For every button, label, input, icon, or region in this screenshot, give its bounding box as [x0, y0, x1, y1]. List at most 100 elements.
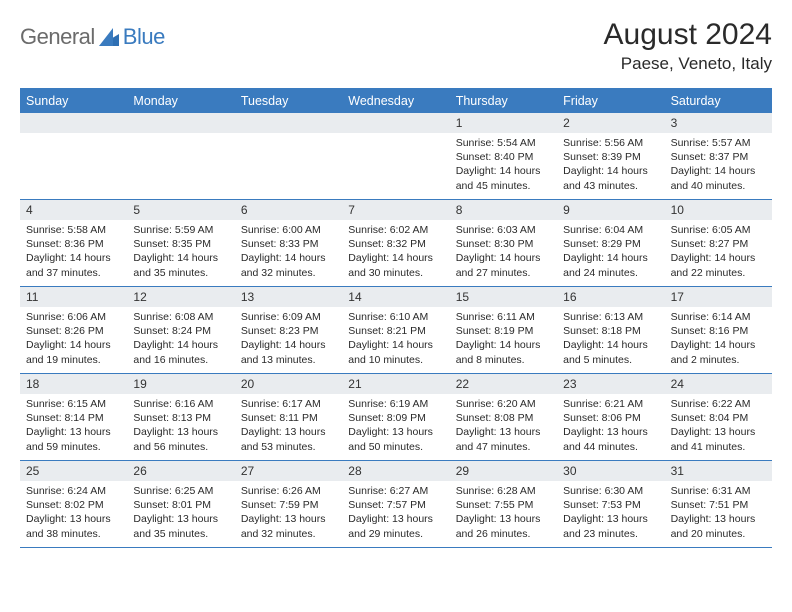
sunset-text: Sunset: 8:08 PM: [456, 411, 551, 425]
day-body: Sunrise: 6:06 AMSunset: 8:26 PMDaylight:…: [20, 307, 127, 373]
sunrise-text: Sunrise: 6:30 AM: [563, 484, 658, 498]
sunrise-text: Sunrise: 5:59 AM: [133, 223, 228, 237]
day-number: 26: [127, 461, 234, 481]
day-number: [342, 113, 449, 133]
day-body: Sunrise: 6:13 AMSunset: 8:18 PMDaylight:…: [557, 307, 664, 373]
day-number: 25: [20, 461, 127, 481]
sunrise-text: Sunrise: 6:09 AM: [241, 310, 336, 324]
day-body: Sunrise: 6:22 AMSunset: 8:04 PMDaylight:…: [665, 394, 772, 460]
sunrise-text: Sunrise: 5:54 AM: [456, 136, 551, 150]
day-body: Sunrise: 6:26 AMSunset: 7:59 PMDaylight:…: [235, 481, 342, 547]
day-header-sunday: Sunday: [20, 90, 127, 113]
location: Paese, Veneto, Italy: [604, 54, 772, 74]
day-number: 18: [20, 374, 127, 394]
day-body: Sunrise: 6:02 AMSunset: 8:32 PMDaylight:…: [342, 220, 449, 286]
sunrise-text: Sunrise: 6:26 AM: [241, 484, 336, 498]
logo: General Blue: [20, 24, 165, 50]
sunrise-text: Sunrise: 6:06 AM: [26, 310, 121, 324]
sunset-text: Sunset: 8:40 PM: [456, 150, 551, 164]
sunset-text: Sunset: 8:24 PM: [133, 324, 228, 338]
daylight-text: Daylight: 14 hours and 35 minutes.: [133, 251, 228, 279]
weeks-container: 1Sunrise: 5:54 AMSunset: 8:40 PMDaylight…: [20, 113, 772, 548]
daylight-text: Daylight: 13 hours and 35 minutes.: [133, 512, 228, 540]
day-number: 19: [127, 374, 234, 394]
day-body: Sunrise: 6:14 AMSunset: 8:16 PMDaylight:…: [665, 307, 772, 373]
day-body: [342, 133, 449, 142]
logo-text-general: General: [20, 24, 95, 50]
day-number: 8: [450, 200, 557, 220]
daylight-text: Daylight: 13 hours and 56 minutes.: [133, 425, 228, 453]
day-body: Sunrise: 6:21 AMSunset: 8:06 PMDaylight:…: [557, 394, 664, 460]
sunrise-text: Sunrise: 6:22 AM: [671, 397, 766, 411]
sunset-text: Sunset: 8:30 PM: [456, 237, 551, 251]
day-cell: 19Sunrise: 6:16 AMSunset: 8:13 PMDayligh…: [127, 374, 234, 460]
day-number: 27: [235, 461, 342, 481]
sunset-text: Sunset: 8:11 PM: [241, 411, 336, 425]
day-cell: 1Sunrise: 5:54 AMSunset: 8:40 PMDaylight…: [450, 113, 557, 199]
day-cell: 13Sunrise: 6:09 AMSunset: 8:23 PMDayligh…: [235, 287, 342, 373]
daylight-text: Daylight: 13 hours and 32 minutes.: [241, 512, 336, 540]
sunrise-text: Sunrise: 6:02 AM: [348, 223, 443, 237]
sunset-text: Sunset: 8:19 PM: [456, 324, 551, 338]
sunrise-text: Sunrise: 5:57 AM: [671, 136, 766, 150]
sunrise-text: Sunrise: 5:58 AM: [26, 223, 121, 237]
day-header-monday: Monday: [127, 90, 234, 113]
sunrise-text: Sunrise: 6:20 AM: [456, 397, 551, 411]
logo-text-blue: Blue: [123, 24, 165, 50]
sunrise-text: Sunrise: 6:31 AM: [671, 484, 766, 498]
sunset-text: Sunset: 7:57 PM: [348, 498, 443, 512]
sunrise-text: Sunrise: 6:17 AM: [241, 397, 336, 411]
month-title: August 2024: [604, 18, 772, 52]
daylight-text: Daylight: 13 hours and 26 minutes.: [456, 512, 551, 540]
day-cell: 18Sunrise: 6:15 AMSunset: 8:14 PMDayligh…: [20, 374, 127, 460]
day-cell: 31Sunrise: 6:31 AMSunset: 7:51 PMDayligh…: [665, 461, 772, 547]
daylight-text: Daylight: 13 hours and 44 minutes.: [563, 425, 658, 453]
day-body: Sunrise: 6:19 AMSunset: 8:09 PMDaylight:…: [342, 394, 449, 460]
day-cell: 5Sunrise: 5:59 AMSunset: 8:35 PMDaylight…: [127, 200, 234, 286]
sunrise-text: Sunrise: 6:15 AM: [26, 397, 121, 411]
day-cell: 10Sunrise: 6:05 AMSunset: 8:27 PMDayligh…: [665, 200, 772, 286]
day-cell: 22Sunrise: 6:20 AMSunset: 8:08 PMDayligh…: [450, 374, 557, 460]
day-body: Sunrise: 6:04 AMSunset: 8:29 PMDaylight:…: [557, 220, 664, 286]
day-body: Sunrise: 6:28 AMSunset: 7:55 PMDaylight:…: [450, 481, 557, 547]
sunset-text: Sunset: 8:36 PM: [26, 237, 121, 251]
daylight-text: Daylight: 14 hours and 16 minutes.: [133, 338, 228, 366]
sunrise-text: Sunrise: 6:19 AM: [348, 397, 443, 411]
day-number: 11: [20, 287, 127, 307]
sunset-text: Sunset: 8:18 PM: [563, 324, 658, 338]
daylight-text: Daylight: 14 hours and 32 minutes.: [241, 251, 336, 279]
week-row: 11Sunrise: 6:06 AMSunset: 8:26 PMDayligh…: [20, 287, 772, 374]
day-body: Sunrise: 6:17 AMSunset: 8:11 PMDaylight:…: [235, 394, 342, 460]
daylight-text: Daylight: 13 hours and 50 minutes.: [348, 425, 443, 453]
day-number: 17: [665, 287, 772, 307]
daylight-text: Daylight: 13 hours and 53 minutes.: [241, 425, 336, 453]
day-body: Sunrise: 6:05 AMSunset: 8:27 PMDaylight:…: [665, 220, 772, 286]
day-header-saturday: Saturday: [665, 90, 772, 113]
sunset-text: Sunset: 8:39 PM: [563, 150, 658, 164]
daylight-text: Daylight: 13 hours and 59 minutes.: [26, 425, 121, 453]
daylight-text: Daylight: 14 hours and 43 minutes.: [563, 164, 658, 192]
day-body: Sunrise: 6:00 AMSunset: 8:33 PMDaylight:…: [235, 220, 342, 286]
day-body: Sunrise: 6:31 AMSunset: 7:51 PMDaylight:…: [665, 481, 772, 547]
day-cell: 29Sunrise: 6:28 AMSunset: 7:55 PMDayligh…: [450, 461, 557, 547]
day-cell: 2Sunrise: 5:56 AMSunset: 8:39 PMDaylight…: [557, 113, 664, 199]
day-header-wednesday: Wednesday: [342, 90, 449, 113]
day-cell: [342, 113, 449, 199]
day-cell: 24Sunrise: 6:22 AMSunset: 8:04 PMDayligh…: [665, 374, 772, 460]
sunrise-text: Sunrise: 6:08 AM: [133, 310, 228, 324]
day-body: Sunrise: 6:08 AMSunset: 8:24 PMDaylight:…: [127, 307, 234, 373]
day-cell: 17Sunrise: 6:14 AMSunset: 8:16 PMDayligh…: [665, 287, 772, 373]
day-cell: 30Sunrise: 6:30 AMSunset: 7:53 PMDayligh…: [557, 461, 664, 547]
week-row: 1Sunrise: 5:54 AMSunset: 8:40 PMDaylight…: [20, 113, 772, 200]
day-body: Sunrise: 5:58 AMSunset: 8:36 PMDaylight:…: [20, 220, 127, 286]
day-body: Sunrise: 6:09 AMSunset: 8:23 PMDaylight:…: [235, 307, 342, 373]
day-number: 30: [557, 461, 664, 481]
sunset-text: Sunset: 8:33 PM: [241, 237, 336, 251]
sunset-text: Sunset: 8:13 PM: [133, 411, 228, 425]
sunset-text: Sunset: 8:02 PM: [26, 498, 121, 512]
sunset-text: Sunset: 8:04 PM: [671, 411, 766, 425]
day-number: 13: [235, 287, 342, 307]
sunset-text: Sunset: 8:06 PM: [563, 411, 658, 425]
day-cell: 11Sunrise: 6:06 AMSunset: 8:26 PMDayligh…: [20, 287, 127, 373]
daylight-text: Daylight: 14 hours and 37 minutes.: [26, 251, 121, 279]
